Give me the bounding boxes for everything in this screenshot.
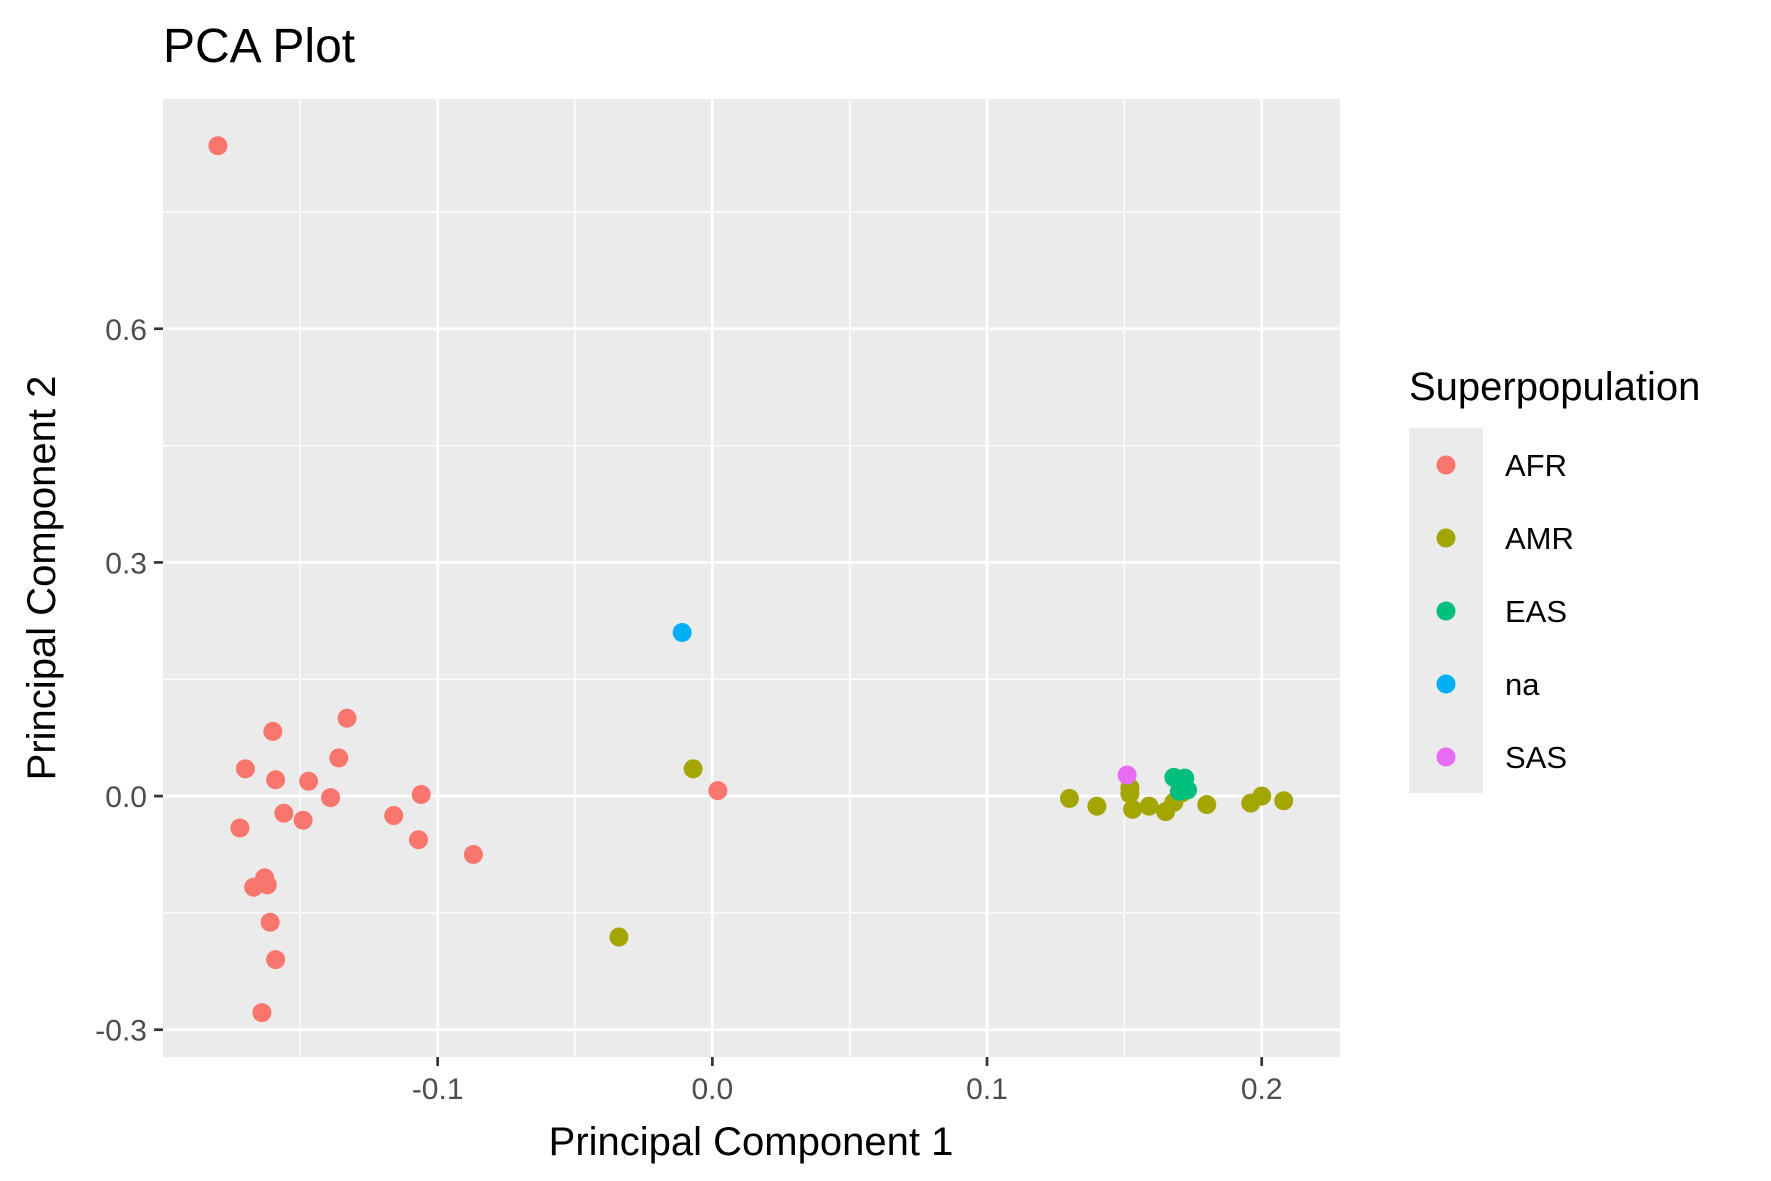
- minor-gridlines: [163, 99, 1340, 1057]
- y-tick-label: 0.3: [105, 547, 147, 580]
- data-point-afr: [337, 708, 357, 728]
- data-points: [208, 136, 1294, 1023]
- y-axis-title: Principal Component 2: [20, 376, 64, 781]
- axis-ticks: [154, 327, 1264, 1066]
- plot-panel: [163, 99, 1340, 1057]
- data-point-afr: [208, 136, 228, 156]
- data-point-na: [672, 623, 692, 643]
- data-point-afr: [384, 806, 404, 826]
- data-point-afr: [274, 803, 294, 823]
- x-axis-tick-labels: -0.1 0.0 0.1 0.2: [412, 1073, 1283, 1106]
- y-axis-tick-labels: -0.3 0.0 0.3 0.6: [95, 314, 147, 1048]
- legend-label-sas: SAS: [1505, 740, 1567, 775]
- data-point-afr: [708, 781, 728, 801]
- data-point-amr: [1252, 786, 1272, 806]
- x-tick-label: -0.1: [412, 1073, 464, 1106]
- data-point-amr: [1139, 796, 1159, 816]
- legend-key-afr: [1436, 455, 1456, 475]
- data-point-afr: [266, 770, 286, 790]
- data-point-afr: [230, 818, 250, 838]
- y-tick-label: 0.6: [105, 314, 147, 347]
- data-point-afr: [463, 844, 483, 864]
- chart-title: PCA Plot: [163, 20, 355, 73]
- data-point-afr: [263, 721, 283, 741]
- data-point-sas: [1117, 765, 1137, 785]
- legend-title: Superpopulation: [1409, 365, 1700, 409]
- legend: Superpopulation AFR AMR EAS na SAS: [1409, 365, 1700, 793]
- x-tick-label: 0.2: [1241, 1073, 1283, 1106]
- legend-label-eas: EAS: [1505, 594, 1567, 629]
- data-point-afr: [321, 788, 341, 808]
- data-point-amr: [1197, 795, 1217, 815]
- data-point-afr: [260, 912, 280, 932]
- data-point-amr: [609, 927, 629, 947]
- x-tick-label: 0.0: [691, 1073, 733, 1106]
- y-tick-label: 0.0: [105, 781, 147, 814]
- data-point-afr: [293, 810, 313, 830]
- legend-label-afr: AFR: [1505, 448, 1567, 483]
- data-point-amr: [1120, 784, 1140, 804]
- data-point-afr: [408, 830, 428, 850]
- data-point-amr: [1059, 788, 1079, 808]
- data-point-afr: [299, 771, 319, 791]
- data-point-afr: [266, 950, 286, 970]
- data-point-afr: [252, 1003, 272, 1023]
- legend-items: AFR AMR EAS na SAS: [1436, 448, 1574, 775]
- legend-label-amr: AMR: [1505, 521, 1574, 556]
- data-point-amr: [1123, 799, 1143, 819]
- legend-label-na: na: [1505, 667, 1540, 702]
- data-point-afr: [411, 785, 431, 805]
- x-axis-title: Principal Component 1: [549, 1120, 954, 1164]
- legend-key-sas: [1436, 747, 1456, 767]
- data-point-afr: [235, 759, 255, 779]
- data-point-amr: [683, 759, 703, 779]
- x-tick-label: 0.1: [966, 1073, 1008, 1106]
- data-point-eas: [1169, 781, 1189, 801]
- data-point-amr: [1087, 796, 1107, 816]
- legend-key-eas: [1436, 601, 1456, 621]
- data-point-afr: [329, 748, 349, 768]
- legend-key-amr: [1436, 528, 1456, 548]
- data-point-afr: [257, 875, 277, 895]
- legend-key-na: [1436, 674, 1456, 694]
- data-point-amr: [1274, 791, 1294, 811]
- y-tick-label: -0.3: [95, 1015, 147, 1048]
- major-gridlines: [163, 99, 1340, 1057]
